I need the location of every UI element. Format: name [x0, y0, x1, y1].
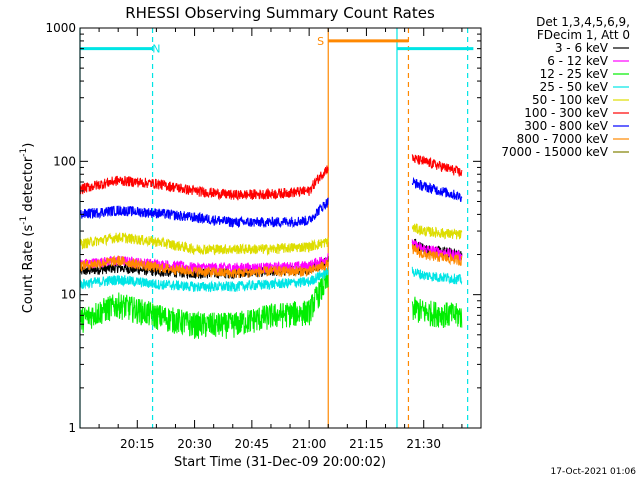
y-axis: 1 10 100 1000 — [45, 21, 481, 435]
legend-label-2: 12 - 25 keV — [540, 67, 609, 81]
series-line-7-seg-1 — [411, 243, 463, 267]
series-line-2-seg-1 — [411, 296, 463, 329]
x-tick-label-4: 21:15 — [349, 437, 384, 451]
series-line-5-seg-0 — [79, 165, 329, 201]
series-line-2-seg-0 — [79, 269, 329, 339]
x-tick-label-3: 21:00 — [292, 437, 327, 451]
y-axis-label: Count Rate (s-1 detector-1) — [19, 143, 36, 314]
annotation-label-N: N — [152, 43, 160, 56]
y-tick-label-3: 1000 — [45, 21, 76, 35]
legend-label-5: 100 - 300 keV — [524, 106, 608, 120]
series-line-0-seg-1 — [411, 238, 463, 260]
series-line-3-seg-1 — [411, 266, 463, 286]
vertical-markers — [79, 28, 469, 428]
x-tick-label-1: 20:30 — [177, 437, 212, 451]
footer-timestamp: 17-Oct-2021 01:06 — [551, 467, 637, 477]
series-line-4-seg-1 — [411, 223, 463, 240]
legend-label-6: 300 - 800 keV — [524, 119, 608, 133]
legend: Det 1,3,4,5,6,9, FDecim 1, Att 0 3 - 6 k… — [501, 15, 630, 159]
legend-label-3: 25 - 50 keV — [540, 80, 609, 94]
y-tick-label-1: 10 — [61, 288, 76, 302]
series-lines — [79, 154, 463, 339]
chart-title: RHESSI Observing Summary Count Rates — [125, 4, 435, 22]
legend-label-0: 3 - 6 keV — [555, 41, 609, 55]
x-axis: 20:15 20:30 20:45 21:00 21:15 21:30 — [98, 28, 463, 451]
legend-label-1: 6 - 12 keV — [547, 54, 609, 68]
legend-header-line-2: FDecim 1, Att 0 — [537, 28, 630, 42]
legend-label-4: 50 - 100 keV — [532, 93, 609, 107]
series-line-7-seg-0 — [79, 255, 329, 279]
annotation-bars: NS — [80, 35, 474, 56]
y-tick-label-0: 1 — [68, 421, 76, 435]
series-line-3-seg-0 — [79, 266, 329, 293]
legend-label-8: 7000 - 15000 keV — [501, 145, 608, 159]
plot-frame — [79, 27, 482, 429]
series-line-4-seg-0 — [79, 232, 329, 257]
x-tick-label-5: 21:30 — [406, 437, 441, 451]
series-line-6-seg-0 — [79, 197, 329, 229]
legend-header-line-1: Det 1,3,4,5,6,9, — [536, 15, 630, 29]
legend-label-7: 800 - 7000 keV — [517, 132, 609, 146]
x-tick-label-2: 20:45 — [235, 437, 270, 451]
series-line-6-seg-1 — [411, 176, 463, 203]
x-tick-label-0: 20:15 — [120, 437, 155, 451]
series-line-5-seg-1 — [411, 154, 463, 177]
annotation-label-S: S — [317, 35, 324, 48]
x-axis-label: Start Time (31-Dec-09 20:00:02) — [174, 455, 386, 470]
y-tick-label-2: 100 — [53, 154, 76, 168]
